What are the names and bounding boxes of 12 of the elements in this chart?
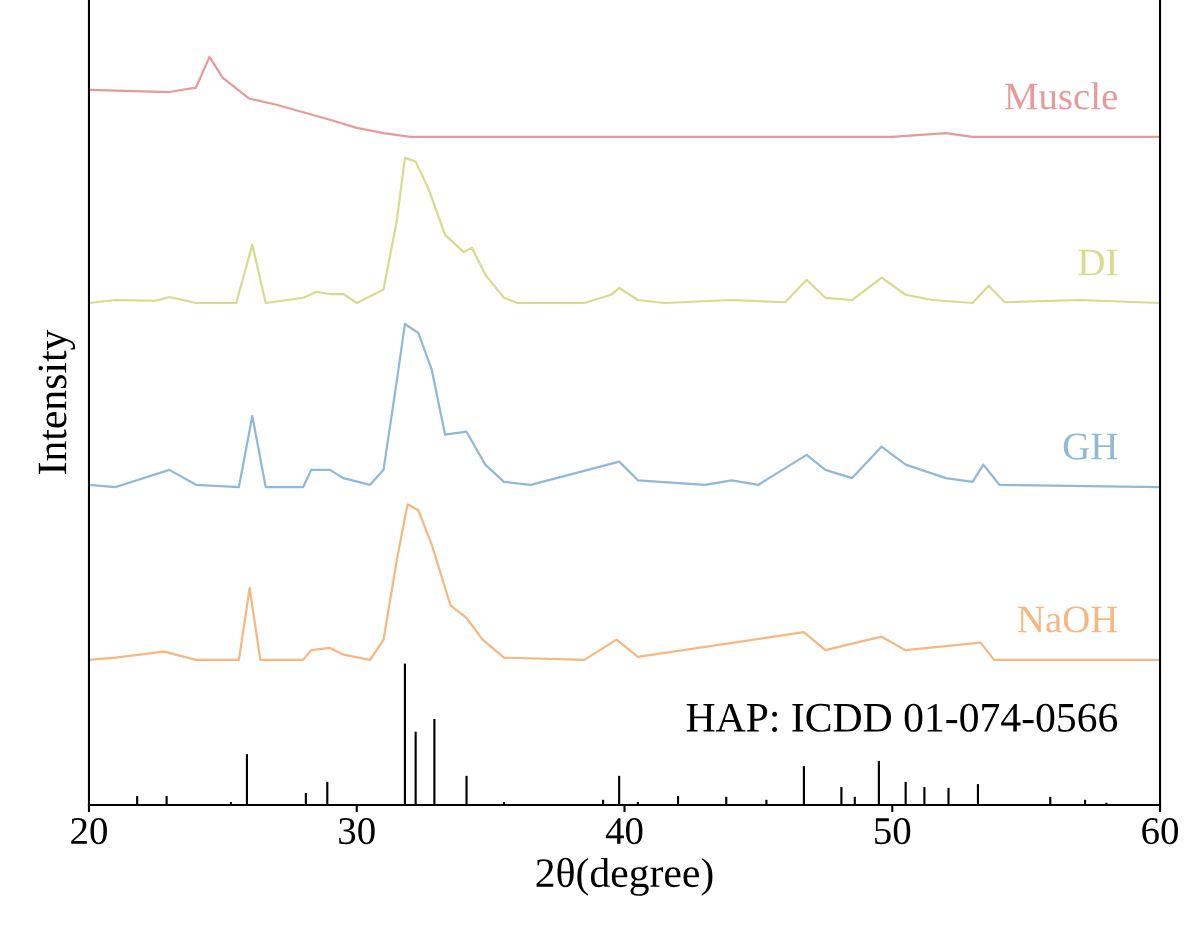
- series-label: Muscle: [1004, 82, 1118, 110]
- x-tick-label: 50: [875, 817, 911, 845]
- series-label: NaOH: [1017, 606, 1118, 633]
- x-tick-label: 60: [1142, 817, 1178, 845]
- x-tick-label: 40: [605, 817, 643, 845]
- x-tick-label: 30: [339, 817, 375, 845]
- y-axis-title: Intensity: [38, 329, 76, 474]
- series-label: HAP: ICDD 01-074-0566: [686, 703, 1118, 732]
- series-label: DI: [1078, 249, 1117, 276]
- series-label: GH: [1063, 433, 1118, 460]
- x-axis-title: 2θ(degree): [536, 857, 713, 896]
- x-tick-label: 20: [71, 817, 107, 845]
